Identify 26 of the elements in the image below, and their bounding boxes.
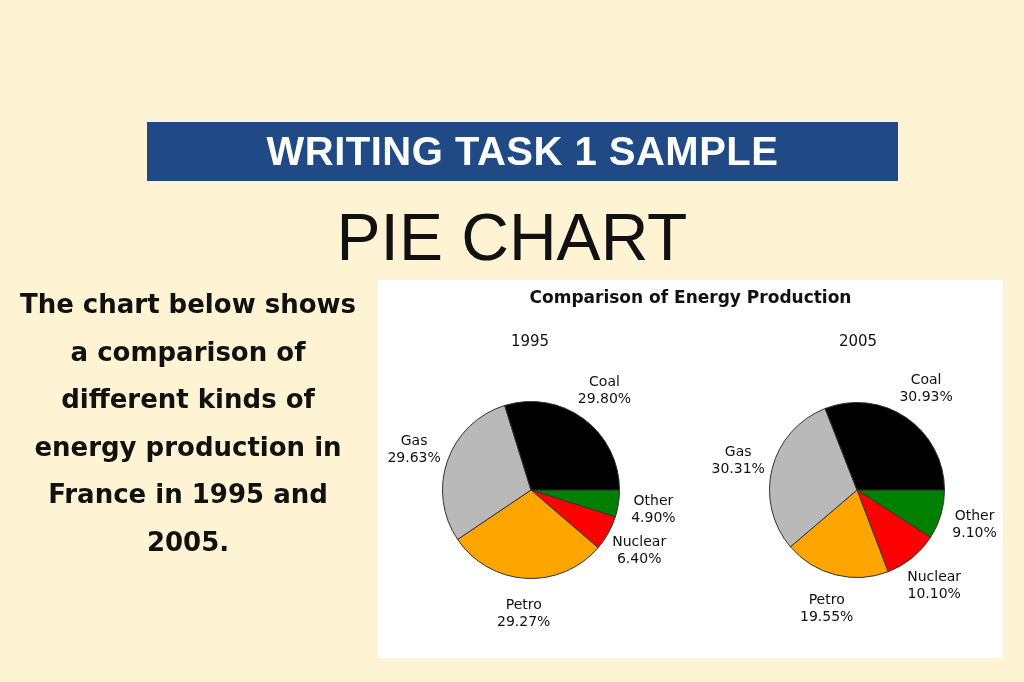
data-label: 19.55% — [800, 608, 854, 625]
data-label: 4.90% — [631, 508, 676, 525]
slice-label: Other — [633, 491, 674, 508]
data-label: 10.10% — [907, 584, 961, 601]
text: WRITING TASK 1 SAMPLE — [147, 122, 898, 181]
chart-subtitle: 2005 — [837, 332, 879, 350]
text: PIE CHART — [335, 199, 689, 276]
slice-label: Other — [954, 507, 995, 524]
data-label: 29.63% — [387, 448, 441, 465]
data-label: 9.10% — [952, 524, 997, 541]
slice-label: Coal — [589, 372, 620, 389]
data-label: 30.31% — [711, 459, 765, 476]
data-label: 29.80% — [577, 389, 632, 406]
chart-subtitle: 1995 — [509, 332, 551, 350]
slice-label: Gas — [400, 431, 428, 448]
slice-label: Coal — [910, 371, 942, 388]
slice-label: Petro — [505, 596, 542, 613]
slice-label: Petro — [808, 591, 845, 608]
slice-label: Nuclear — [612, 533, 667, 550]
text: The chart below shows a comparison of different kinds of energy production in France in 1995 and 2005. — [18, 288, 358, 559]
chart-title: Comparison of Energy Production — [528, 286, 853, 308]
data-label: 6.40% — [616, 550, 662, 567]
slice-label: Gas — [724, 442, 752, 459]
data-label: 30.93% — [899, 388, 953, 405]
data-label: 29.27% — [497, 613, 551, 630]
slice-label: Nuclear — [907, 567, 962, 584]
